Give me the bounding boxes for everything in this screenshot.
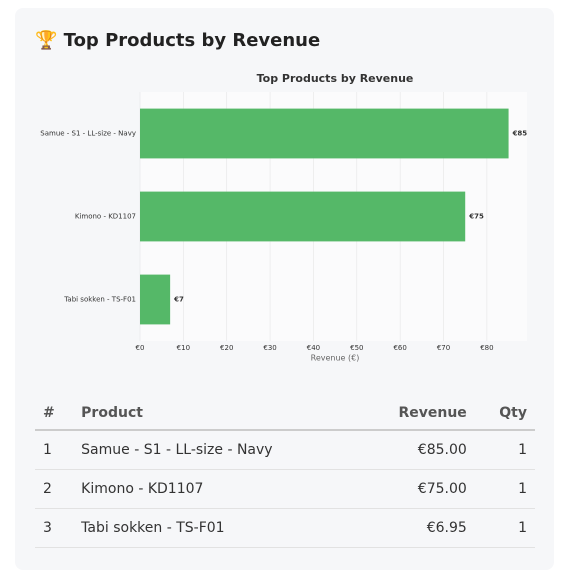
chart-title: Top Products by Revenue (257, 72, 414, 85)
y-tick-label: Kimono - KD1107 (75, 213, 136, 221)
products-table: # Product Revenue Qty 1 Samue - S1 - LL-size… (35, 396, 535, 548)
header-row: # Product Revenue Qty (35, 396, 535, 431)
chart: Top Products by Revenue Revenue (€) €0 €1… (40, 72, 528, 363)
x-tick-label: €0 (136, 344, 145, 352)
table-cell: 3 (35, 508, 74, 548)
y-tick-label: Tabi sokken - TS-F01 (63, 296, 136, 304)
bar (140, 274, 171, 325)
table-row: 3 Tabi sokken - TS-F01 €6.95 1 (35, 508, 535, 548)
table-cell: €75.00 (358, 469, 475, 509)
value-label: €7 (173, 296, 184, 304)
table-cell: 1 (474, 430, 535, 470)
x-tick-label: €70 (437, 344, 450, 352)
value-label: €75 (468, 213, 484, 221)
card-title: 🏆 Top Products by Revenue (35, 30, 321, 51)
value-label: €85 (512, 130, 528, 138)
x-tick-label: €60 (393, 344, 406, 352)
table-row: 2 Kimono - KD1107 €75.00 1 (35, 469, 535, 509)
table-cell: Tabi sokken - TS-F01 (73, 508, 359, 548)
x-tick-label: €80 (480, 344, 493, 352)
bar (140, 108, 509, 159)
table-cell: 2 (35, 469, 74, 509)
table-row: 1 Samue - S1 - LL-size - Navy €85.00 1 (35, 430, 535, 470)
x-axis-label: Revenue (€) (311, 354, 360, 363)
card: 🏆 Top Products by Revenue Top Products b… (15, 8, 554, 570)
x-tick-label: €30 (263, 344, 276, 352)
x-tick-label: €10 (177, 344, 190, 352)
bar (140, 191, 466, 242)
table-cell: 1 (474, 469, 535, 509)
table-cell: €6.95 (358, 508, 475, 548)
column-header: Revenue (358, 396, 475, 431)
x-tick-label: €50 (350, 344, 363, 352)
column-header: # (35, 396, 74, 431)
y-tick-label: Samue - S1 - LL-size - Navy (40, 130, 136, 138)
table-cell: Kimono - KD1107 (73, 469, 359, 509)
table-cell: €85.00 (358, 430, 475, 470)
table-cell: Samue - S1 - LL-size - Navy (73, 430, 359, 470)
x-tick-label: €40 (307, 344, 320, 352)
x-tick-label: €20 (220, 344, 233, 352)
table-cell: 1 (474, 508, 535, 548)
column-header: Qty (474, 396, 535, 431)
table-cell: 1 (35, 430, 74, 470)
column-header: Product (73, 396, 359, 431)
